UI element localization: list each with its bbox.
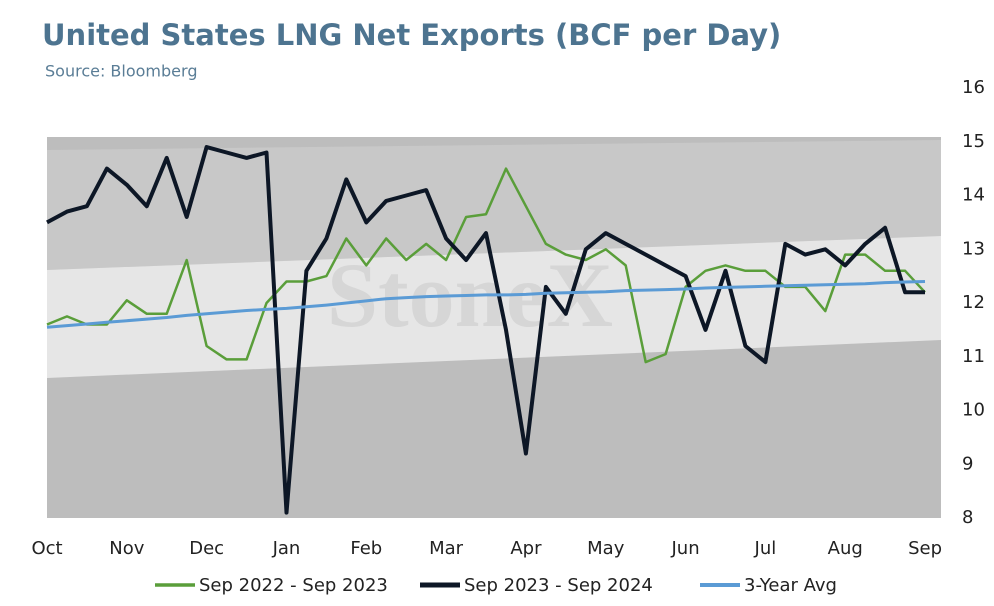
chart-subtitle: Source: Bloomberg <box>45 62 197 81</box>
y-tick-label: 14 <box>962 185 985 206</box>
y-tick-label: 13 <box>962 238 985 259</box>
x-tick-label: May <box>587 538 625 559</box>
legend-label: 3-Year Avg <box>744 575 837 596</box>
y-tick-label: 15 <box>962 131 985 152</box>
range-band-inner <box>47 236 941 378</box>
x-tick-label: Nov <box>109 538 144 559</box>
x-tick-label: Sep <box>908 538 942 559</box>
chart-title: United States LNG Net Exports (BCF per D… <box>42 18 781 52</box>
x-tick-label: Aug <box>828 538 863 559</box>
x-tick-label: Oct <box>31 538 62 559</box>
y-tick-label: 9 <box>962 453 973 474</box>
legend-label: Sep 2023 - Sep 2024 <box>464 575 653 596</box>
x-tick-label: Dec <box>189 538 224 559</box>
y-tick-label: 12 <box>962 292 985 313</box>
series-line <box>46 145 925 515</box>
y-tick-label: 11 <box>962 346 985 367</box>
x-tick-label: Apr <box>510 538 542 559</box>
x-tick-label: Jul <box>754 538 777 559</box>
x-tick-label: Jun <box>671 538 700 559</box>
x-tick-label: Jan <box>272 538 301 559</box>
x-tick-label: Mar <box>429 538 464 559</box>
y-tick-label: 8 <box>962 507 973 528</box>
x-tick-label: Feb <box>350 538 382 559</box>
legend-label: Sep 2022 - Sep 2023 <box>199 575 388 596</box>
series-line <box>46 280 926 329</box>
y-tick-label: 16 <box>962 77 985 98</box>
y-tick-label: 10 <box>962 400 985 421</box>
